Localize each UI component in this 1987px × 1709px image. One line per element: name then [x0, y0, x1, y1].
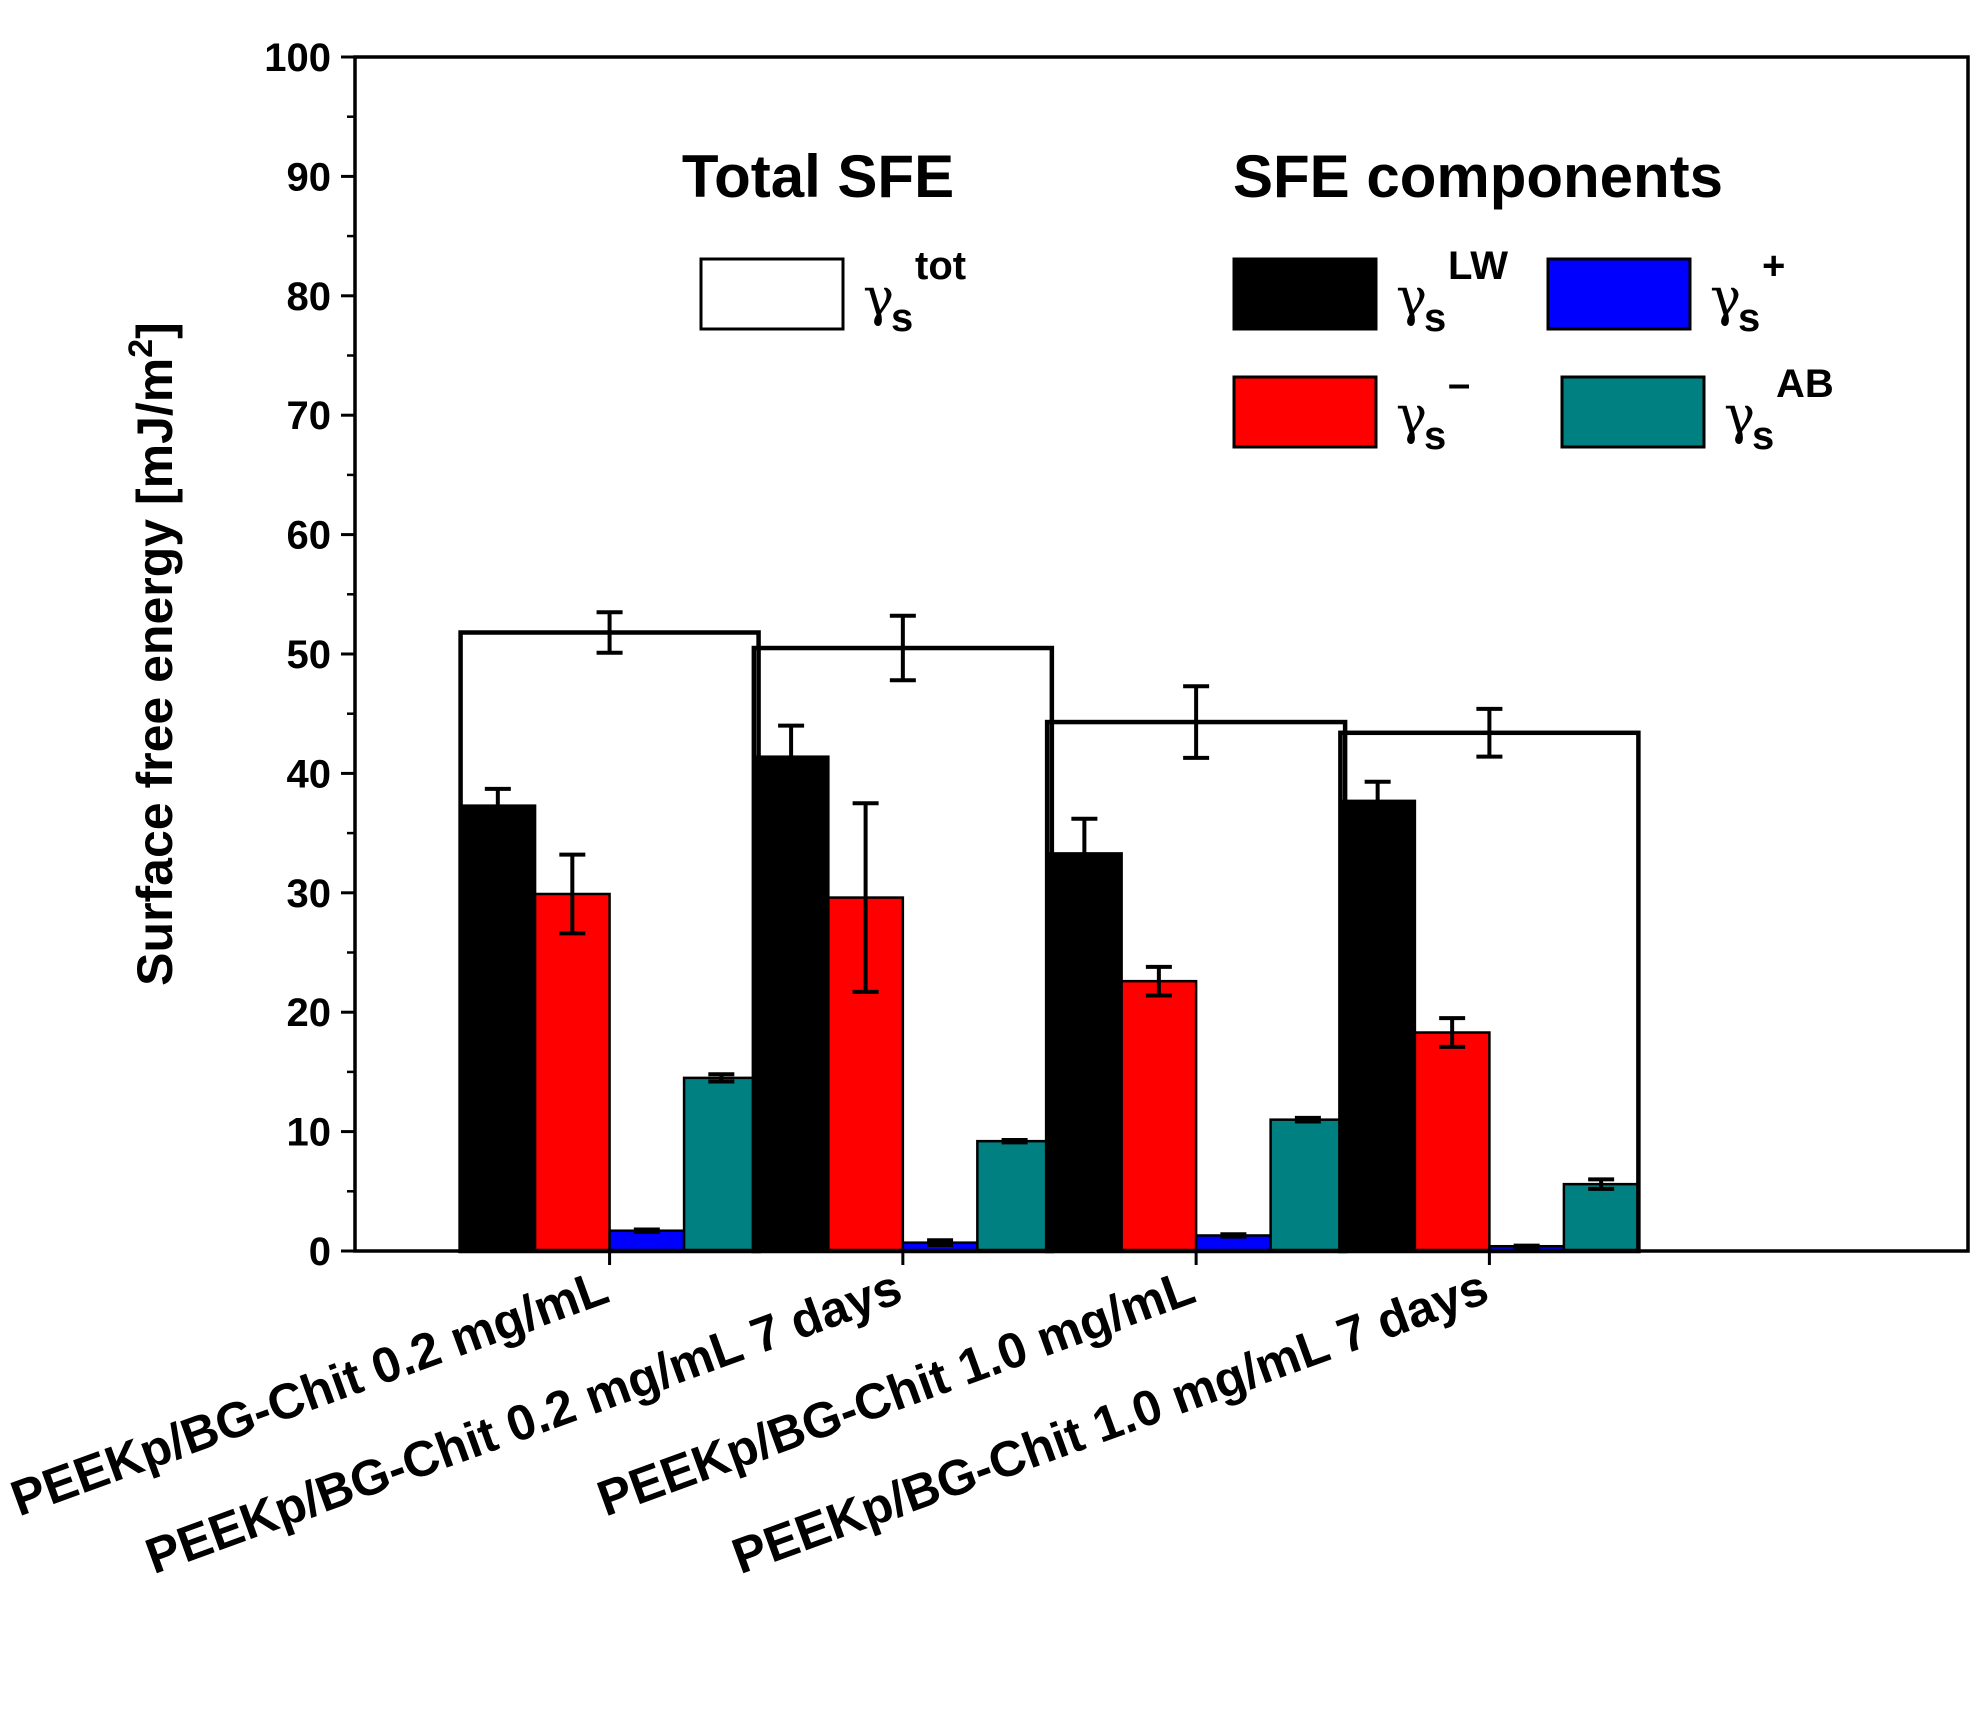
legend-item-+-symbol: γ	[1710, 268, 1741, 328]
legend-item-total-swatch	[699, 257, 845, 331]
bar-LW-1	[752, 755, 830, 1253]
y-axis-label: Surface free energy [mJ/m2]	[122, 322, 183, 986]
legend-title-total: Total SFE	[682, 143, 954, 210]
legend-item-AB-sub: s	[1752, 414, 1774, 458]
error-bar-AB-2	[1294, 1115, 1321, 1124]
error-bar-LW-3	[1364, 779, 1391, 822]
error-bar-+-0	[633, 1227, 660, 1234]
error-bar-–-1	[852, 801, 879, 994]
legend-item-total-sub: s	[891, 296, 913, 340]
legend-item-–-symbol: γ	[1396, 386, 1427, 446]
error-bar-–-0	[559, 852, 586, 936]
error-bar-–-2	[1145, 964, 1172, 998]
error-bar-total-0	[596, 610, 623, 655]
y-axis-label-end: ]	[127, 322, 183, 339]
y-tick-label-70: 70	[287, 394, 332, 438]
error-bar-LW-1	[778, 723, 805, 790]
legend-item-–-sup: –	[1448, 362, 1470, 406]
bar-–-2	[1120, 979, 1198, 1253]
bar-AB-1	[976, 1139, 1054, 1253]
error-bar-+-2	[1220, 1232, 1247, 1239]
bar-LW-0	[459, 804, 537, 1253]
error-bar-total-2	[1183, 684, 1210, 760]
error-bar-AB-1	[1001, 1137, 1028, 1145]
y-tick-label-30: 30	[287, 872, 332, 916]
y-tick-label-40: 40	[287, 752, 332, 796]
legend-item-+: γs+	[1546, 244, 1785, 340]
y-tick-label-20: 20	[287, 991, 332, 1035]
bar-AB-0	[682, 1076, 760, 1253]
legend-item-–-sub: s	[1424, 414, 1446, 458]
y-tick-label-10: 10	[287, 1111, 332, 1155]
error-bar-LW-2	[1071, 816, 1098, 891]
error-bar-total-3	[1476, 706, 1503, 759]
legend-item-LW-swatch	[1232, 257, 1378, 331]
legend-item-+-sup: +	[1762, 244, 1785, 288]
error-bar-+-1	[927, 1238, 954, 1248]
bar-AB-3	[1562, 1182, 1640, 1253]
legend-item-LW-symbol: γ	[1396, 268, 1427, 328]
bar-–-3	[1413, 1031, 1491, 1253]
y-tick-label-100: 100	[264, 36, 331, 80]
legend-item-–-swatch	[1232, 375, 1378, 449]
y-tick-label-0: 0	[309, 1230, 331, 1274]
y-axis-label-sup: 2	[122, 339, 160, 358]
y-tick-label-90: 90	[287, 155, 332, 199]
bar-AB-2	[1269, 1118, 1347, 1253]
error-bar-AB-3	[1588, 1177, 1615, 1191]
legend-item-total-sup: tot	[915, 244, 966, 288]
axes	[341, 55, 1970, 1265]
legend-item-LW-sub: s	[1424, 296, 1446, 340]
y-tick-label-80: 80	[287, 275, 332, 319]
plot-area	[458, 610, 1641, 1254]
y-tick-label-50: 50	[287, 633, 332, 677]
legend-item-AB-sup: AB	[1776, 362, 1834, 406]
error-bar-LW-0	[484, 786, 511, 825]
bar-LW-2	[1045, 852, 1123, 1253]
y-tick-label-60: 60	[287, 514, 332, 558]
legend-item-AB-swatch	[1560, 375, 1706, 449]
legend-item-+-sub: s	[1738, 296, 1760, 340]
legend-title-components: SFE components	[1233, 143, 1723, 210]
legend-item-LW-sup: LW	[1448, 244, 1508, 288]
legend-item-+-swatch	[1546, 257, 1692, 331]
error-bar-AB-0	[708, 1072, 735, 1084]
legend-item-–: γs–	[1232, 362, 1470, 458]
error-bar-total-1	[889, 613, 916, 683]
error-bar-–-3	[1439, 1016, 1466, 1049]
error-bar-+-3	[1513, 1243, 1540, 1249]
y-axis-label-text: Surface free energy [mJ/m	[127, 358, 183, 986]
legend-item-total-symbol: γ	[863, 268, 894, 328]
legend-item-AB-symbol: γ	[1724, 386, 1755, 446]
bar-–-0	[533, 892, 611, 1253]
bar-LW-3	[1339, 799, 1417, 1253]
